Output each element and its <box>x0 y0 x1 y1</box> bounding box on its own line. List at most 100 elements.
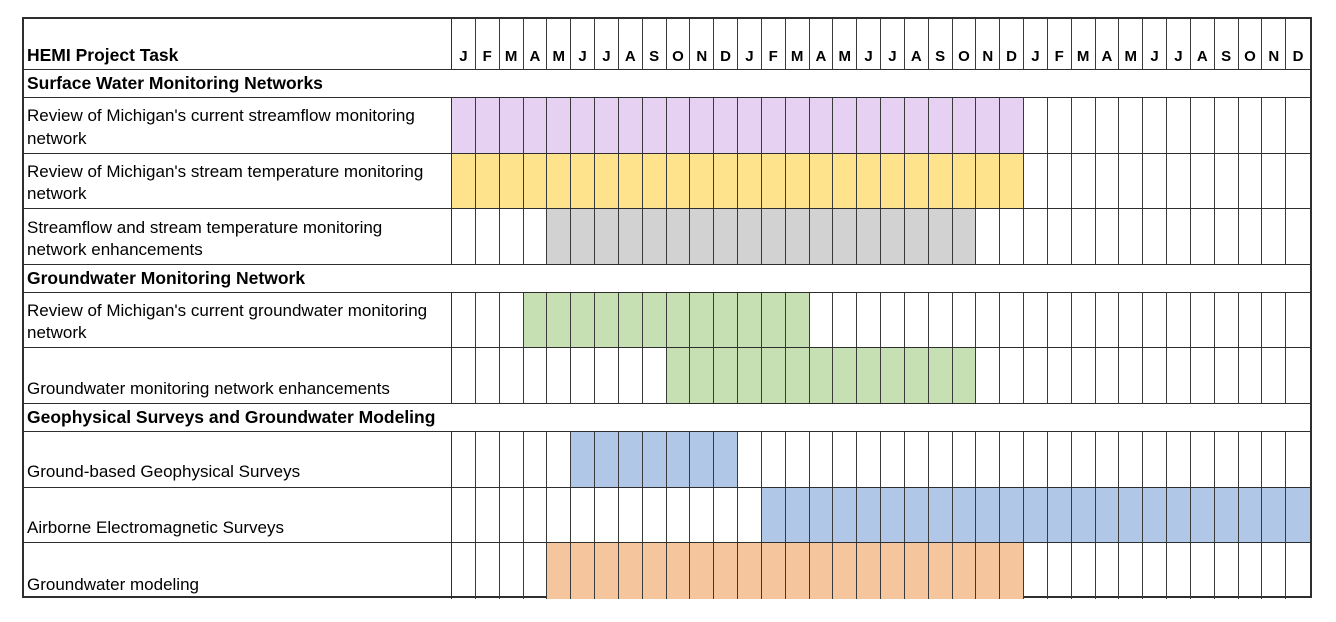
month-cell <box>1096 431 1120 487</box>
task-label: Airborne Electromagnetic Surveys <box>27 518 285 538</box>
month-header-cell: O <box>953 19 977 69</box>
month-cell <box>1215 209 1239 264</box>
gantt-bar-cell <box>809 543 834 599</box>
month-cell <box>1191 292 1215 348</box>
gantt-bar-cell <box>499 153 524 209</box>
gantt-bar-cell <box>714 348 738 403</box>
gantt-bar-cell <box>785 543 810 599</box>
month-cell <box>643 487 667 543</box>
month-cell <box>595 348 619 403</box>
gantt-bar-cell <box>571 292 595 348</box>
month-cell <box>1048 348 1072 403</box>
gantt-bar-cell <box>547 153 572 209</box>
month-cell <box>1262 209 1287 264</box>
month-cell <box>476 431 500 487</box>
month-cell <box>1048 209 1072 264</box>
month-cell <box>1239 543 1263 599</box>
month-cell <box>976 209 1001 264</box>
gantt-bar-cell <box>1000 98 1024 153</box>
month-cell <box>1000 348 1024 403</box>
task-name-cell: Streamflow and stream temperature monito… <box>24 209 452 264</box>
month-cell <box>786 431 810 487</box>
month-header-cell: J <box>738 19 762 69</box>
month-cell <box>1262 98 1287 153</box>
gantt-bar-cell <box>833 209 858 264</box>
month-grid <box>452 153 1310 209</box>
month-cell <box>547 348 572 403</box>
gantt-bar-cell <box>857 348 881 403</box>
gantt-bar-cell <box>1000 487 1024 543</box>
month-header-cell: D <box>1292 48 1304 65</box>
month-grid <box>452 348 1310 403</box>
task-label: Review of Michigan's stream temperature … <box>27 162 424 204</box>
month-cell <box>1215 348 1239 403</box>
gantt-bar-cell <box>642 543 667 599</box>
month-cell <box>1096 153 1120 209</box>
gantt-bar-cell <box>714 543 738 599</box>
month-cell <box>1191 431 1215 487</box>
gantt-bar-cell <box>976 543 1001 599</box>
month-header-cell: D <box>714 19 738 69</box>
gantt-bar-cell <box>904 153 929 209</box>
gantt-bar-cell <box>475 153 500 209</box>
gantt-bar-cell <box>1238 487 1263 543</box>
month-header-cell: N <box>976 19 1001 69</box>
month-cell <box>1000 209 1024 264</box>
gantt-bar-cell <box>666 153 691 209</box>
task-name-cell: Review of Michigan's stream temperature … <box>24 153 452 209</box>
month-cell <box>810 431 834 487</box>
month-cell <box>476 487 500 543</box>
month-cell <box>547 487 572 543</box>
month-cell <box>643 348 667 403</box>
month-cell <box>905 431 929 487</box>
month-cell <box>1119 543 1144 599</box>
section-label: Groundwater Monitoring Network <box>27 267 306 288</box>
month-cell <box>1024 209 1048 264</box>
month-cell <box>1072 98 1096 153</box>
month-cell <box>1239 431 1263 487</box>
gantt-bar-cell <box>761 209 786 264</box>
month-header-cell: J <box>595 19 619 69</box>
gantt-bar-cell <box>857 543 881 599</box>
gantt-bar-cell <box>881 153 905 209</box>
month-header-cell: J <box>857 19 881 69</box>
month-cell <box>976 348 1001 403</box>
gantt-bar-cell <box>928 209 953 264</box>
gantt-bar-cell <box>809 348 834 403</box>
gantt-bar-cell <box>785 209 810 264</box>
month-cell <box>762 431 786 487</box>
month-cell <box>1286 293 1310 348</box>
gantt-bar-cell <box>952 543 977 599</box>
month-cell <box>1096 348 1120 403</box>
gantt-bar-cell <box>547 98 572 153</box>
gantt-bar-cell <box>738 98 762 153</box>
month-cell <box>500 292 524 348</box>
gantt-bar-cell <box>881 543 905 599</box>
month-cell <box>857 431 881 487</box>
gantt-bar-cell <box>928 153 953 209</box>
month-header-cell: S <box>929 19 953 69</box>
gantt-bar-cell <box>666 348 691 403</box>
task-row: Review of Michigan's current streamflow … <box>24 98 1310 154</box>
gantt-bar-cell <box>833 487 858 543</box>
gantt-bar-cell <box>595 153 619 209</box>
gantt-bar-cell <box>1143 487 1167 543</box>
gantt-bar-cell <box>785 292 810 348</box>
gantt-bar-cell <box>738 348 762 403</box>
month-header-cell: F <box>762 19 786 69</box>
month-cell <box>738 487 762 543</box>
month-cell <box>1143 209 1167 264</box>
month-cell <box>690 487 715 543</box>
month-cell <box>452 292 476 348</box>
month-header-cell: J <box>452 19 476 69</box>
month-cell <box>1191 98 1215 153</box>
month-cell <box>1048 292 1072 348</box>
gantt-bar-cell <box>952 98 977 153</box>
gantt-bar-cell <box>833 98 858 153</box>
month-cell <box>1167 153 1191 209</box>
gantt-bar-cell <box>952 348 977 403</box>
gantt-bar-cell <box>523 98 548 153</box>
gantt-bar-cell <box>1214 487 1239 543</box>
month-cell <box>1262 292 1287 348</box>
